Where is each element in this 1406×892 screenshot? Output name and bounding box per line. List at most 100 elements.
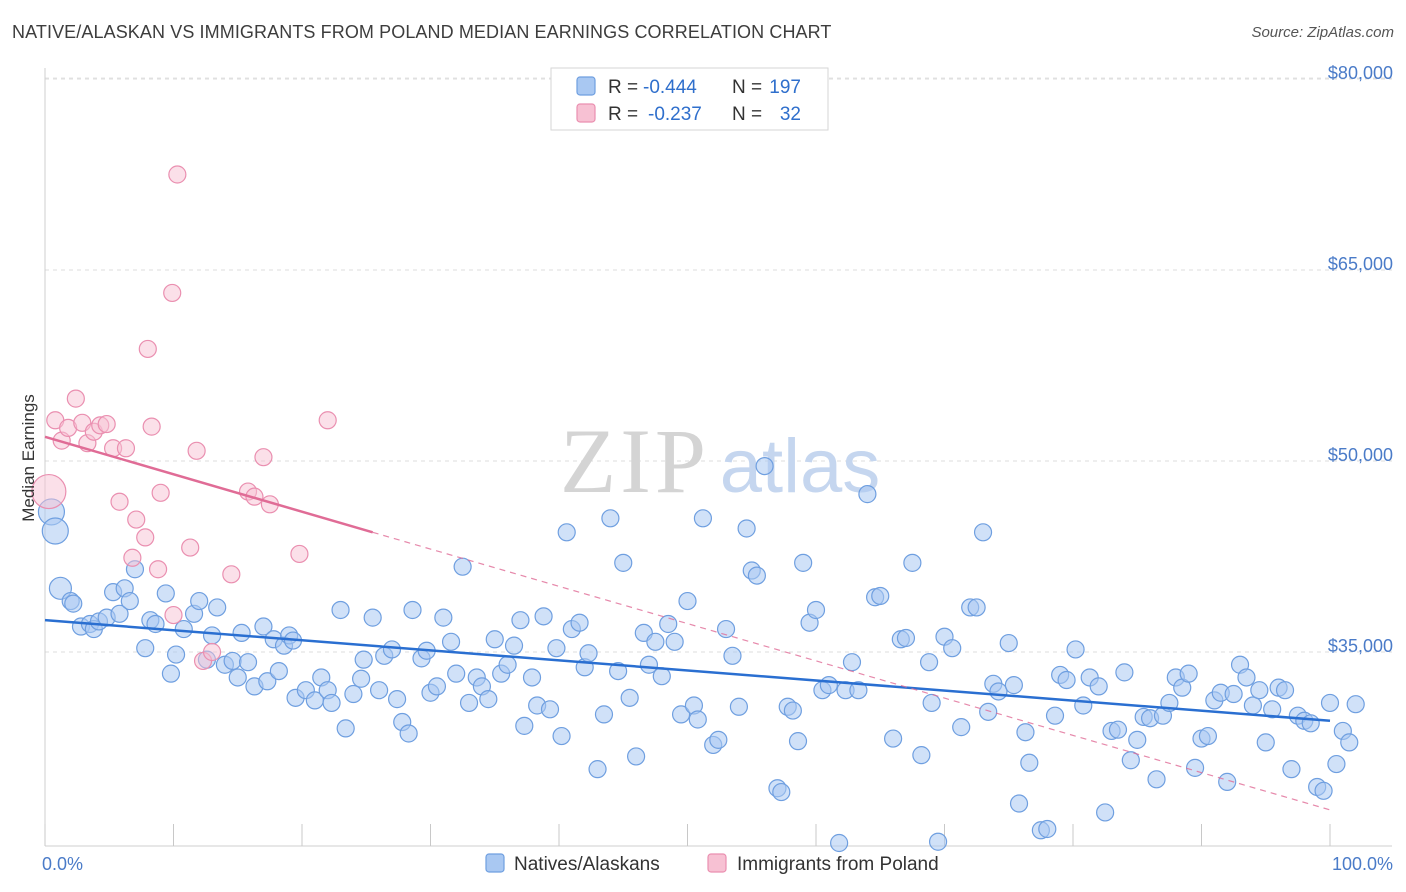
point-natives: [352, 669, 371, 688]
point-natives: [136, 639, 155, 658]
point-natives: [1038, 819, 1057, 839]
bottom-legend-swatch-natives: [485, 853, 505, 873]
legend: R = -0.444 N = 197 R = -0.237 N = 32: [550, 67, 829, 131]
point-poland: [136, 528, 155, 547]
point-natives: [579, 644, 598, 663]
point-natives: [1128, 730, 1147, 749]
point-natives: [331, 600, 350, 620]
legend-r-label-2: R =: [608, 104, 638, 125]
point-natives: [1198, 726, 1218, 746]
point-natives: [1089, 677, 1108, 696]
point-poland: [110, 492, 129, 511]
point-natives: [665, 632, 684, 651]
y-tick-label-65000: $65,000: [1328, 254, 1393, 274]
point-natives: [540, 700, 560, 719]
point-poland: [181, 538, 200, 557]
point-natives: [1263, 700, 1282, 719]
point-poland: [163, 283, 182, 303]
legend-n-label-2: N =: [732, 104, 762, 125]
legend-n-value-2: 32: [780, 104, 801, 125]
trend-line-poland: [44, 435, 374, 534]
point-natives: [819, 676, 838, 695]
point-poland: [148, 560, 168, 579]
point-poland: [151, 483, 170, 502]
point-natives: [208, 598, 227, 617]
watermark-atlas: atlas: [720, 424, 881, 509]
point-poland: [66, 389, 85, 408]
point-natives: [232, 623, 251, 643]
legend-r-value-2: -0.237: [648, 104, 702, 125]
point-natives: [1224, 684, 1243, 704]
point-natives: [570, 613, 589, 632]
point-natives: [973, 523, 993, 542]
point-natives: [952, 718, 971, 737]
point-natives: [943, 639, 962, 658]
point-natives: [522, 668, 542, 687]
watermark-zip: ZIP: [560, 410, 710, 512]
point-natives: [842, 653, 862, 672]
point-natives: [156, 584, 175, 603]
point-natives: [434, 608, 453, 627]
point-poland: [142, 417, 161, 436]
point-natives: [806, 600, 826, 620]
point-natives: [336, 719, 355, 738]
chart-title: NATIVE/ALASKAN VS IMMIGRANTS FROM POLAND…: [12, 22, 832, 42]
point-natives: [919, 653, 939, 672]
point-natives: [883, 729, 903, 748]
point-natives: [363, 608, 382, 627]
point-natives: [1282, 760, 1301, 779]
point-natives: [427, 677, 447, 696]
x-tick-labels: 0.0% 100.0%: [42, 854, 1393, 874]
point-poland: [138, 339, 157, 359]
legend-swatch-blue: [576, 76, 596, 96]
point-natives: [693, 509, 713, 528]
point-natives: [1314, 781, 1333, 800]
point-natives: [1020, 753, 1039, 772]
point-poland: [164, 605, 183, 625]
point-natives: [41, 517, 69, 545]
point-natives: [190, 591, 209, 611]
point-natives: [1179, 664, 1198, 683]
point-poland: [123, 548, 142, 567]
grid-lines: [45, 77, 1392, 653]
point-poland: [254, 448, 273, 467]
point-natives: [1074, 696, 1093, 715]
point-natives: [403, 600, 422, 620]
point-natives: [1256, 733, 1275, 752]
point-natives: [354, 650, 373, 669]
point-natives: [671, 705, 691, 724]
point-poland: [116, 439, 136, 458]
y-tick-label-35000: $35,000: [1328, 636, 1393, 656]
point-natives: [447, 664, 466, 683]
legend-n-label-1: N =: [732, 77, 762, 98]
point-natives: [1185, 758, 1205, 777]
point-poland: [127, 510, 146, 529]
point-natives: [999, 633, 1018, 653]
point-natives: [1346, 695, 1365, 714]
y-axis-label: Median Earnings: [19, 394, 38, 522]
legend-swatch-pink: [576, 103, 596, 123]
y-tick-labels: $35,000 $50,000 $65,000 $80,000: [1328, 63, 1393, 656]
point-natives: [849, 681, 868, 700]
point-natives: [344, 684, 363, 704]
bottom-legend-natives: Natives/Alaskans: [514, 854, 660, 875]
point-natives: [534, 607, 553, 626]
point-natives: [1115, 663, 1134, 682]
point-natives: [794, 553, 813, 572]
point-natives: [511, 611, 530, 630]
point-natives: [928, 832, 948, 851]
point-natives: [1301, 714, 1320, 733]
point-natives: [729, 697, 749, 716]
point-natives: [1147, 770, 1166, 789]
point-natives: [1016, 723, 1035, 742]
point-poland: [97, 414, 116, 434]
point-natives: [989, 682, 1008, 701]
point-natives: [609, 661, 628, 681]
point-natives: [254, 617, 273, 636]
point-natives: [601, 509, 620, 528]
point-natives: [912, 746, 931, 765]
series-natives-points: [37, 456, 1365, 853]
point-natives: [922, 693, 941, 713]
trend-line-poland-extended: [372, 531, 1331, 811]
bottom-legend-swatch-poland: [707, 853, 727, 873]
